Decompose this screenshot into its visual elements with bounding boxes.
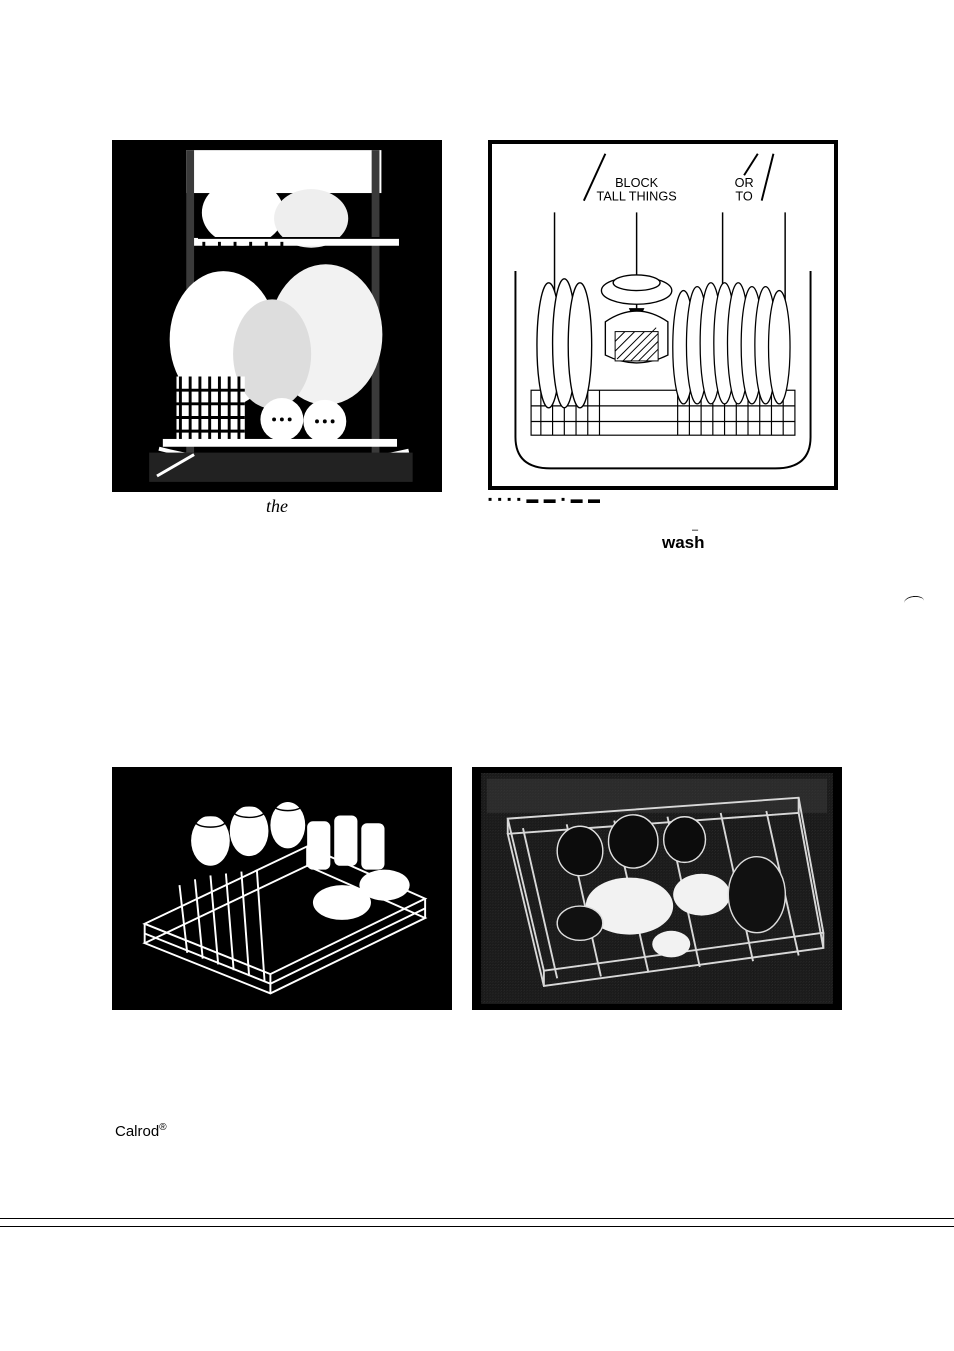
wash-text: wash (662, 533, 705, 553)
figure-row-2 (0, 767, 954, 1010)
figure-row-1: BLOCK TALL THINGS OR TO (0, 140, 954, 492)
figure-2-frame: BLOCK TALL THINGS OR TO (488, 140, 838, 490)
calrod-footnote: Calrod® (115, 1122, 167, 1140)
figure-3 (112, 767, 452, 1010)
caption-row-1: the ▪ ▪ ▪ ▪ ▬ ▬ ▪ ▬ ▬ (0, 492, 954, 517)
figure-4-image (478, 773, 836, 1004)
registered-trademark-icon: ® (159, 1122, 166, 1133)
figure-3-frame (112, 767, 452, 1010)
margin-artifact (904, 595, 925, 605)
diagram-label-to: TO (735, 190, 753, 204)
figure-1-caption: the (112, 496, 442, 517)
calrod-text: Calrod (115, 1123, 159, 1140)
diagram-label-tallthings: TALL THINGS (597, 190, 677, 204)
figure-2: BLOCK TALL THINGS OR TO (488, 140, 838, 492)
figure-1-image (116, 144, 438, 488)
diagram-label-block: BLOCK (615, 176, 659, 190)
diagram-label-or: OR (735, 176, 754, 190)
manual-page: BLOCK TALL THINGS OR TO (0, 0, 954, 1351)
figure-2-caption-cutoff: ▪ ▪ ▪ ▪ ▬ ▬ ▪ ▬ ▬ (488, 492, 838, 517)
figure-1 (112, 140, 442, 492)
figure-4-frame (472, 767, 842, 1010)
figure-2-diagram: BLOCK TALL THINGS OR TO (492, 144, 834, 486)
figure-1-frame (112, 140, 442, 492)
figure-3-image (116, 771, 448, 1006)
footer-rule-2 (0, 1226, 954, 1227)
figure-4 (472, 767, 842, 1010)
footer-rule-1 (0, 1218, 954, 1219)
